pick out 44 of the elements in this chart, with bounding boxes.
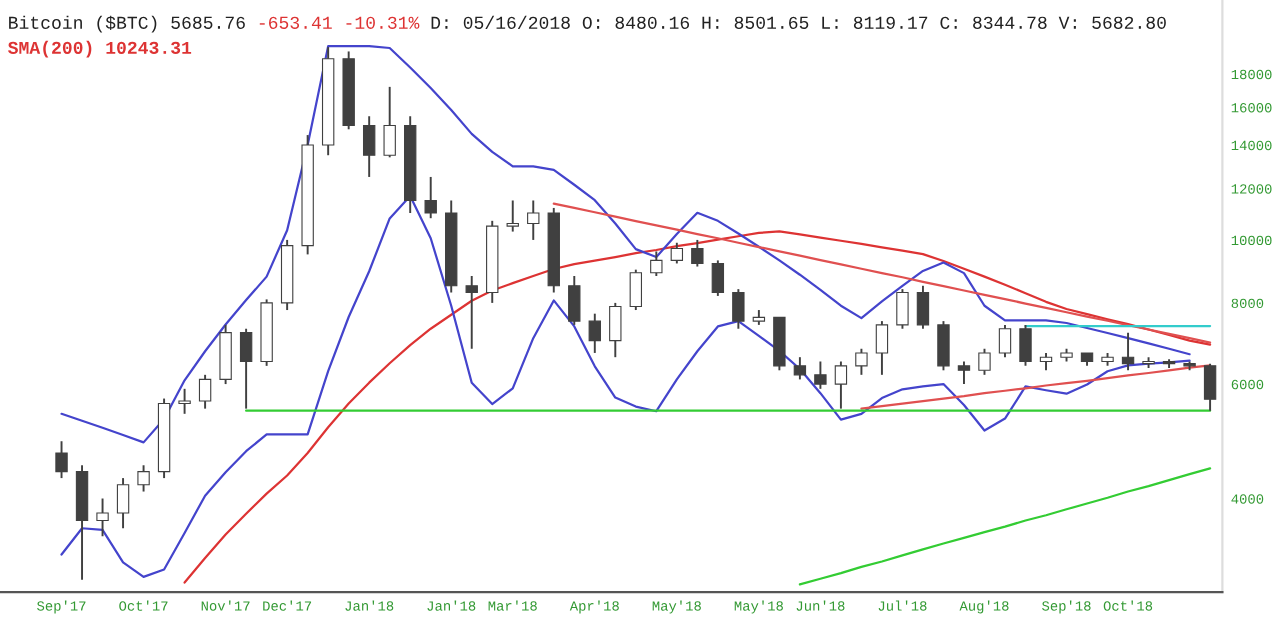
candlestick <box>875 320 889 376</box>
candlestick <box>362 115 376 178</box>
candlestick <box>178 387 191 415</box>
candlestick <box>732 288 745 330</box>
candlestick <box>814 360 827 390</box>
candlestick <box>55 440 68 480</box>
candlestick <box>198 373 212 410</box>
candlestick <box>239 327 253 410</box>
candlestick <box>1019 323 1032 367</box>
candlestick <box>650 250 663 277</box>
candlestick <box>691 238 704 268</box>
candlestick <box>424 175 437 220</box>
candlestick <box>506 199 519 233</box>
candlestick <box>116 477 130 530</box>
candlestick <box>1121 331 1135 372</box>
candlestick <box>588 312 601 354</box>
candlestick <box>383 85 396 159</box>
candlestick <box>670 241 684 265</box>
candlestick <box>711 259 725 297</box>
candlestick <box>916 284 930 330</box>
line-series <box>798 467 1212 586</box>
candlestick <box>527 199 540 241</box>
candlestick <box>609 301 622 359</box>
annotation: -653.41 -10.31% <box>259 16 420 29</box>
candlestick <box>219 323 232 386</box>
candlestick <box>896 288 909 330</box>
candlestick <box>937 320 950 372</box>
candlestick <box>957 360 971 386</box>
candlestick <box>1203 362 1217 412</box>
candlestick <box>978 347 991 376</box>
candlestick <box>855 347 868 376</box>
candlestick <box>96 497 109 538</box>
candlestick <box>465 275 478 350</box>
candlestick <box>793 356 807 381</box>
candlestick <box>137 464 150 493</box>
text: SMA(200) 10243.31 <box>8 40 192 58</box>
candlestick <box>629 268 643 312</box>
candlestick <box>568 275 581 326</box>
candlestick <box>834 360 848 410</box>
line-series <box>183 230 1212 584</box>
line-series <box>552 202 1212 344</box>
text: Bitcoin ($BTC) 5685.76 <box>9 15 245 33</box>
annotation: D: 05/16/2018 O: 8480.16 H: 8501.65 L: 8119.17 C: 8344.78 V: 5682.80 <box>431 15 1166 29</box>
candlestick <box>998 323 1012 359</box>
